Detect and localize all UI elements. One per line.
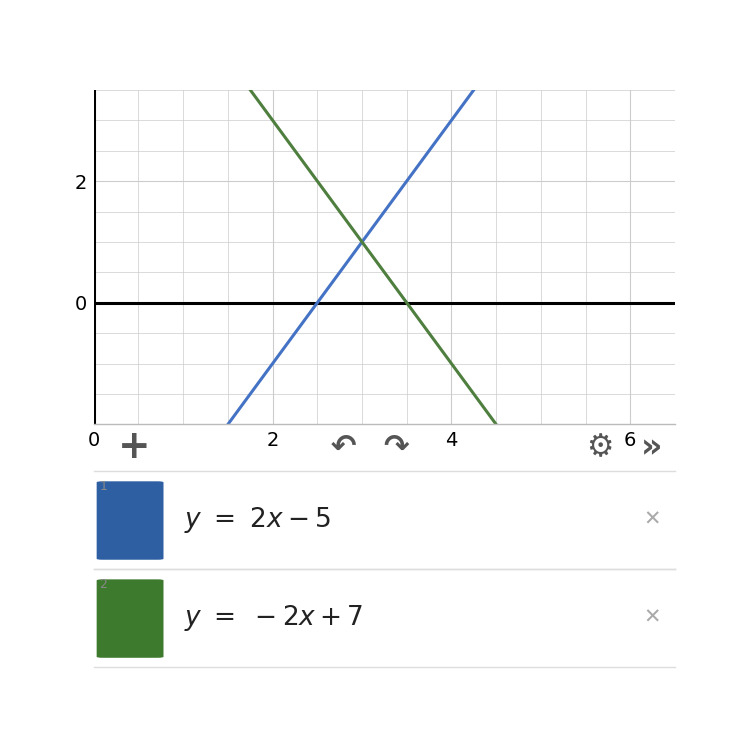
Text: 2: 2 xyxy=(100,578,107,592)
Text: ✕: ✕ xyxy=(643,509,661,530)
Text: $y\ =\ 2x - 5$: $y\ =\ 2x - 5$ xyxy=(184,505,331,535)
Text: »: » xyxy=(641,431,662,464)
FancyBboxPatch shape xyxy=(97,482,164,560)
Text: 1: 1 xyxy=(100,480,107,494)
Text: $y\ =\ -2x + 7$: $y\ =\ -2x + 7$ xyxy=(184,603,363,633)
FancyBboxPatch shape xyxy=(97,579,164,658)
Text: ↷: ↷ xyxy=(383,433,409,462)
Text: +: + xyxy=(118,428,151,467)
Text: ↶: ↶ xyxy=(331,433,356,462)
Text: ✕: ✕ xyxy=(643,607,661,628)
Text: ⚙: ⚙ xyxy=(586,433,614,462)
